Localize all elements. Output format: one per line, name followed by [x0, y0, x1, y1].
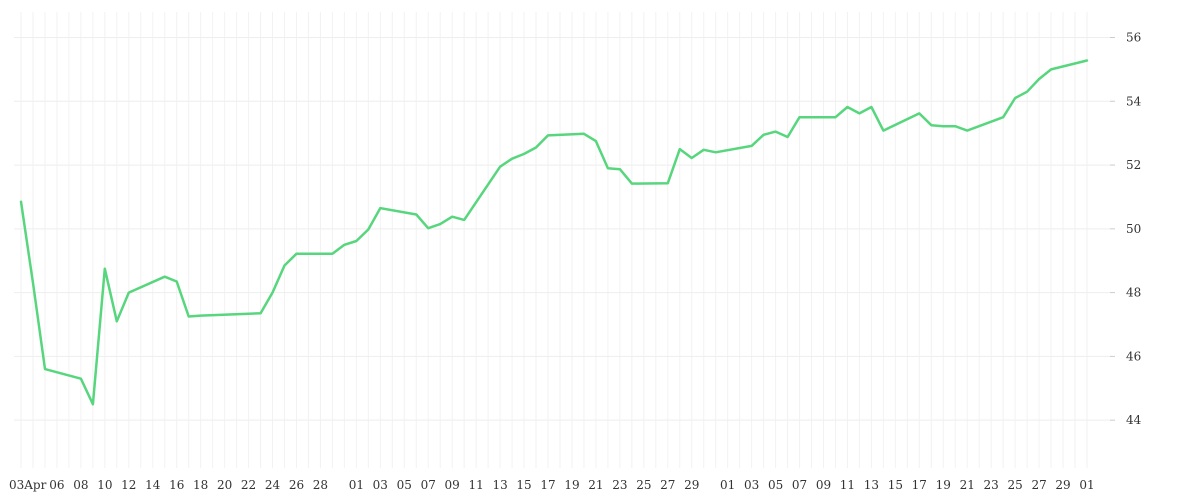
x-tick-label: 07 [792, 478, 807, 492]
x-tick-label: 21 [588, 478, 603, 492]
x-tick-label: 05 [768, 478, 783, 492]
x-tick-label: 27 [1031, 478, 1046, 492]
y-tick-label: 54 [1126, 94, 1142, 108]
x-tick-label: 19 [936, 478, 951, 492]
x-tick-label: 23 [612, 478, 627, 492]
y-tick-label: 44 [1126, 413, 1142, 427]
x-tick-label: 25 [636, 478, 651, 492]
x-tick-label: 11 [840, 478, 855, 492]
x-tick-label: 09 [445, 478, 460, 492]
y-gridlines [14, 37, 1110, 421]
x-tick-label: 07 [421, 478, 436, 492]
x-tick-label: 10 [97, 478, 112, 492]
x-tick-label: 01 [1079, 478, 1094, 492]
x-tick-label: 23 [984, 478, 999, 492]
x-tick-label: 17 [912, 478, 927, 492]
series-line [19, 59, 1089, 406]
x-tick-label: 14 [145, 478, 161, 492]
y-tick-label: 48 [1126, 286, 1141, 300]
x-tick-label: 29 [1055, 478, 1070, 492]
x-tick-label: 01 [349, 478, 364, 492]
y-tick-label: 46 [1126, 349, 1141, 363]
x-tick-label: 08 [73, 478, 88, 492]
x-tick-label: 28 [313, 478, 328, 492]
x-tick-label: 27 [660, 478, 675, 492]
x-tick-label: 20 [217, 478, 232, 492]
x-tick-label: 01 [720, 478, 735, 492]
x-tick-label: 05 [397, 478, 412, 492]
x-tick-label: 21 [960, 478, 975, 492]
x-tick-label: 16 [169, 478, 184, 492]
x-tick-label: 09 [816, 478, 831, 492]
x-tick-label: 15 [516, 478, 531, 492]
x-tick-label: 06 [49, 478, 64, 492]
x-tick-label: 03Apr [9, 478, 47, 492]
x-tick-label: 11 [469, 478, 484, 492]
x-tick-label: 29 [684, 478, 699, 492]
x-tick-label: 22 [241, 478, 256, 492]
x-tick-label: 24 [265, 478, 281, 492]
x-tick-label: 12 [121, 478, 136, 492]
y-tick-label: 50 [1126, 222, 1141, 236]
x-tick-label: 18 [193, 478, 208, 492]
x-tick-label: 26 [289, 478, 304, 492]
x-tick-label: 17 [540, 478, 555, 492]
y-tick-label: 56 [1126, 31, 1141, 45]
x-tick-label: 03 [744, 478, 759, 492]
y-tick-label: 52 [1126, 158, 1141, 172]
x-tick-label: 19 [564, 478, 579, 492]
x-axis: 03Apr 06 08 10 12 14 16 18 20 22 24 26 28 01 03 05 07 09 1… [9, 478, 1095, 492]
x-gridlines [20, 12, 1088, 468]
x-tick-label: 13 [492, 478, 507, 492]
x-tick-label: 03 [373, 478, 388, 492]
x-tick-label: 25 [1007, 478, 1022, 492]
x-tick-label: 13 [864, 478, 879, 492]
y-axis: 44 46 48 50 52 54 56 [1110, 31, 1142, 427]
x-tick-label: 15 [888, 478, 903, 492]
